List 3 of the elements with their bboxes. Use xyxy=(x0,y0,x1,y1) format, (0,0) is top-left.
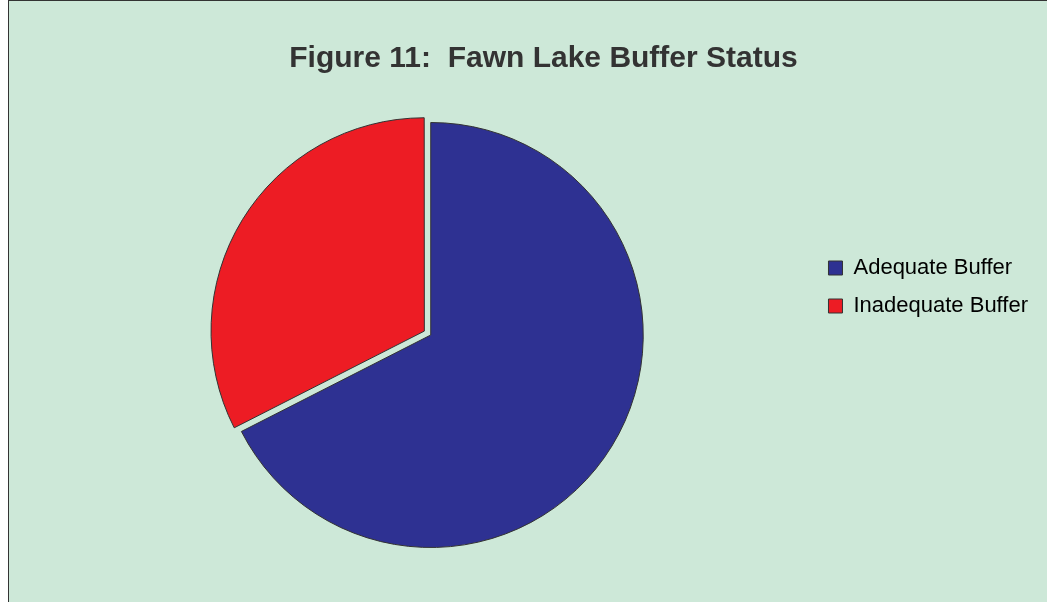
legend-label: Adequate Buffer xyxy=(853,254,1013,280)
legend-label: Inadequate Buffer xyxy=(853,292,1029,318)
chart-title: Figure 11: Fawn Lake Buffer Status xyxy=(289,40,798,74)
